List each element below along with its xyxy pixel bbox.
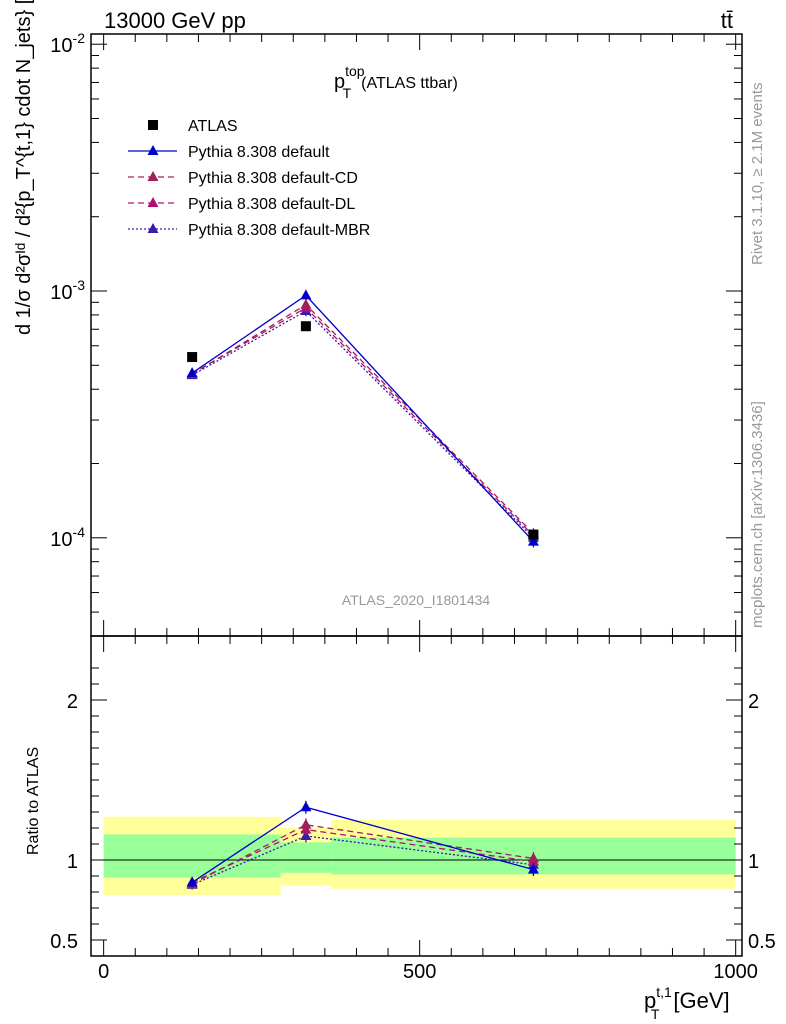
ratio-series-line (191, 824, 534, 885)
ratio-y-label: Ratio to ATLAS (25, 747, 42, 855)
analysis-id: ATLAS_2020_I1801434 (342, 592, 491, 608)
y-tick-label: 10-2 (50, 30, 85, 57)
x-tick-label: 500 (403, 961, 436, 983)
series-line (191, 310, 534, 539)
header-left: 13000 GeV pp (104, 8, 246, 33)
ratio-y-tick-label: 2 (67, 691, 78, 713)
series-point (186, 367, 198, 378)
series-point (300, 289, 312, 300)
legend-marker (147, 171, 159, 181)
legend-label: Pythia 8.308 default (188, 144, 330, 161)
ratio-series-point (300, 818, 312, 829)
ratio-series-point (300, 801, 312, 812)
ratio-y-tick-label: 0.5 (50, 931, 78, 953)
legend-label: Pythia 8.308 default-CD (188, 170, 358, 187)
y-tick-label: 10-4 (50, 524, 85, 551)
svg-text:d 1/σ d²σᴵᵈ / d²{p_T^{t,1} cdo: d 1/σ d²σᴵᵈ / d²{p_T^{t,1} cdot N_jets} … (13, 0, 35, 335)
legend-label: Pythia 8.308 default-DL (188, 196, 355, 213)
rivet-watermark: Rivet 3.1.10, ≥ 2.1M events (749, 83, 766, 266)
legend-marker (147, 145, 159, 155)
x-tick-label: 0 (98, 961, 109, 983)
plot-title: ptop T(ATLAS ttbar) (334, 63, 458, 101)
ratio-series-point (186, 876, 198, 887)
data-point (528, 529, 539, 540)
y-tick-label: 10-3 (50, 277, 85, 304)
series-line (191, 303, 534, 535)
data-point (187, 352, 198, 363)
ratio-y-tick-label: 2 (748, 691, 759, 713)
legend-label: ATLAS (188, 118, 238, 135)
ratio-series-point (527, 852, 539, 863)
y-axis-label: d 1/σ d²σᴵᵈ / d²{p_T^{t,1} cdot N_jets} … (13, 0, 35, 335)
ratio-series-point (527, 863, 539, 874)
ratio-y-tick-label: 1 (67, 851, 78, 873)
series-point (300, 298, 312, 309)
ratio-y-tick-label: 0.5 (748, 931, 776, 953)
data-point (300, 321, 311, 332)
mcplots-watermark: mcplots.cern.ch [arXiv:1306.3436] (749, 401, 766, 628)
series-point (527, 535, 539, 546)
header-right: tt̄ (721, 8, 733, 33)
x-tick-label: 1000 (713, 961, 758, 983)
ratio-series-line (191, 835, 534, 886)
uncertainty-band-inner (280, 842, 332, 873)
series-line (191, 294, 534, 543)
legend-marker (148, 120, 158, 130)
series-line (191, 306, 534, 537)
x-axis-label: pt,1 T[GeV] (644, 984, 730, 1022)
legend-marker (147, 223, 159, 233)
ratio-y-tick-label: 1 (748, 851, 759, 873)
ratio-frame (90, 635, 743, 957)
legend-label: Pythia 8.308 default-MBR (188, 222, 370, 239)
legend: ATLAS Pythia 8.308 default Pythia 8.308 de… (128, 118, 370, 239)
legend-marker (147, 197, 159, 207)
uncertainty-band-inner (103, 834, 281, 878)
